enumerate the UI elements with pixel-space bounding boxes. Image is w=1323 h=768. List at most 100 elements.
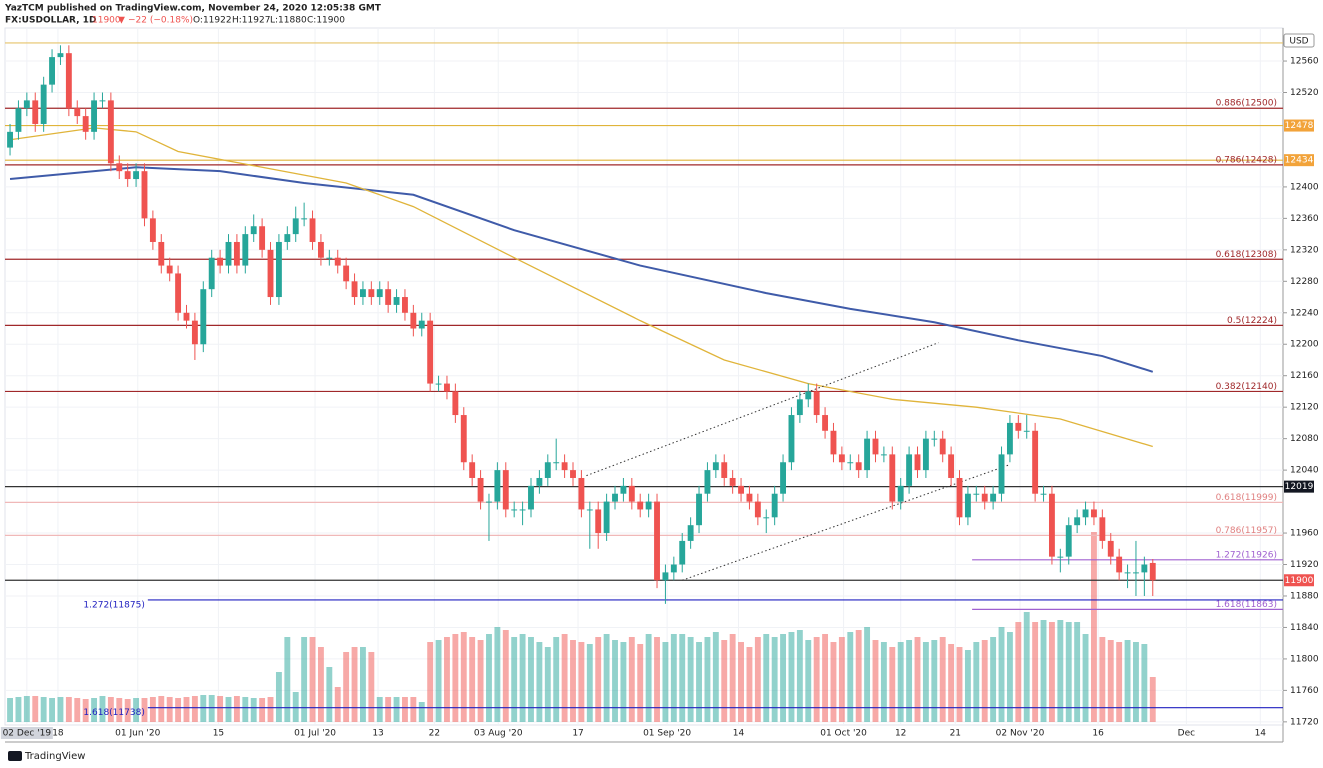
candle-body bbox=[1057, 556, 1064, 558]
candle-body bbox=[880, 454, 887, 456]
candle-body bbox=[191, 320, 198, 345]
volume-bar bbox=[116, 698, 123, 722]
level-label: 0.886(12500) bbox=[1216, 99, 1277, 109]
volume-bar bbox=[796, 630, 803, 722]
candle-body bbox=[326, 257, 333, 259]
candle-body bbox=[1032, 430, 1039, 494]
candle-body bbox=[1040, 493, 1047, 495]
volume-bar bbox=[393, 697, 400, 722]
volume-bar bbox=[906, 640, 913, 722]
candle-body bbox=[796, 399, 803, 416]
candle-body bbox=[74, 108, 81, 117]
x-tick-highlight bbox=[0, 727, 53, 739]
candle-body bbox=[1065, 525, 1072, 557]
candle-body bbox=[32, 100, 39, 124]
candle-body bbox=[23, 100, 30, 109]
candle-body bbox=[82, 116, 89, 132]
candle-body bbox=[166, 265, 173, 274]
volume-bar bbox=[561, 634, 568, 722]
volume-bar bbox=[23, 696, 30, 722]
y-tick-label: 11720 bbox=[1290, 717, 1319, 727]
price-tag bbox=[1284, 154, 1314, 167]
candle-body bbox=[830, 430, 837, 455]
volume-bar bbox=[889, 647, 896, 722]
x-tick-label: 01 Oct '20 bbox=[820, 729, 867, 739]
candle-body bbox=[486, 501, 492, 503]
volume-bar bbox=[124, 699, 131, 722]
candle-body bbox=[351, 281, 358, 298]
candle-body bbox=[654, 501, 660, 581]
logo bbox=[8, 751, 22, 761]
volume-bar bbox=[242, 697, 249, 722]
candle-body bbox=[704, 470, 711, 494]
candle-body bbox=[662, 572, 669, 581]
candle-body bbox=[771, 493, 778, 518]
candle-body bbox=[1082, 509, 1089, 518]
volume-bar bbox=[317, 647, 324, 722]
volume-bar bbox=[175, 698, 182, 722]
y-tick-label: 12200 bbox=[1290, 340, 1319, 350]
volume-bar bbox=[511, 637, 518, 722]
volume-bar bbox=[368, 652, 375, 722]
volume-bar bbox=[217, 696, 224, 722]
candle-body bbox=[360, 289, 366, 298]
volume-bar bbox=[1124, 640, 1131, 722]
candle-body bbox=[612, 493, 618, 502]
candle-body bbox=[561, 462, 568, 471]
candle-body bbox=[1048, 493, 1055, 557]
candle-body bbox=[259, 226, 266, 250]
candle-body bbox=[813, 391, 820, 416]
volume-bar bbox=[931, 640, 938, 722]
volume-bar bbox=[1057, 620, 1064, 722]
volume-bar bbox=[696, 642, 702, 722]
volume-bar bbox=[704, 637, 711, 722]
volume-bar bbox=[494, 627, 501, 722]
candle-body bbox=[948, 454, 955, 478]
volume-bar bbox=[343, 652, 350, 722]
volume-bar bbox=[956, 647, 963, 722]
y-tick-label: 12080 bbox=[1290, 434, 1319, 444]
candle-body bbox=[460, 415, 467, 463]
level-label: 1.618(11738) bbox=[83, 708, 144, 718]
candle-body bbox=[217, 257, 224, 266]
candle-body bbox=[149, 218, 156, 242]
volume-bar bbox=[738, 642, 744, 722]
volume-bar bbox=[612, 640, 618, 722]
candle-body bbox=[477, 477, 484, 502]
candle-body bbox=[847, 462, 854, 464]
candle-body bbox=[410, 312, 417, 329]
candle-body bbox=[225, 241, 232, 266]
price-tag bbox=[1284, 119, 1314, 132]
candle-body bbox=[402, 297, 408, 313]
candle-body bbox=[528, 485, 534, 510]
volume-bar bbox=[536, 642, 543, 722]
volume-bar bbox=[1082, 634, 1089, 722]
volume-bar bbox=[830, 642, 837, 722]
y-tick-label: 12040 bbox=[1290, 466, 1319, 476]
level-label: 0.786(11957) bbox=[1216, 526, 1277, 536]
candle-body bbox=[200, 289, 207, 345]
volume-bar bbox=[822, 634, 829, 722]
volume-bar bbox=[1032, 622, 1039, 722]
candle-body bbox=[687, 525, 694, 541]
level-label: 0.618(11999) bbox=[1216, 493, 1277, 503]
volume-bar bbox=[15, 697, 22, 722]
candle-body bbox=[889, 454, 896, 502]
volume-bar bbox=[712, 632, 719, 722]
volume-bar bbox=[351, 647, 358, 722]
volume-bar bbox=[427, 642, 434, 722]
candle-body bbox=[536, 477, 543, 486]
candle-body bbox=[208, 257, 215, 290]
price-tag-label: 11900 bbox=[1285, 576, 1314, 586]
volume-bar bbox=[771, 637, 778, 722]
volume-bar bbox=[74, 698, 81, 722]
candle-body bbox=[746, 493, 753, 502]
candle-body bbox=[544, 462, 551, 478]
candle-body bbox=[183, 312, 190, 321]
volume-bar bbox=[1099, 637, 1106, 722]
volume-bar bbox=[1048, 622, 1055, 722]
volume-bar bbox=[872, 640, 879, 722]
candle-body bbox=[124, 171, 131, 180]
candle-body bbox=[91, 100, 98, 132]
volume-bar bbox=[82, 699, 89, 722]
